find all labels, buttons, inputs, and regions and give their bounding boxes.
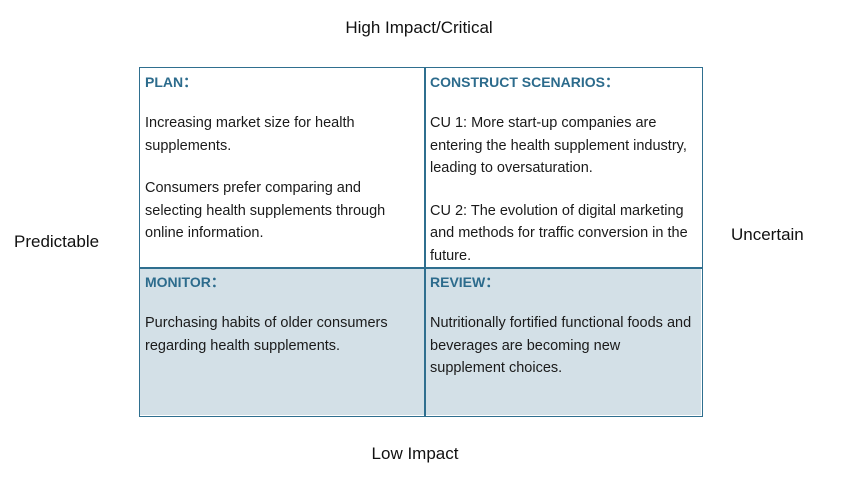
scenario-matrix: PLAN： Increasing market size for health … [139,67,703,417]
axis-label-uncertain: Uncertain [731,225,804,244]
axis-label-high-impact: High Impact/Critical [345,18,493,37]
quadrant-title-review: REVIEW： [430,274,500,290]
axis-label-predictable: Predictable [14,232,100,251]
plan-item: Increasing market size for health supple… [145,115,355,154]
review-item: Nutritionally fortified functional foods… [430,315,692,376]
quadrant-review: REVIEW： Nutritionally fortified function… [425,268,701,415]
quadrant-title-monitor: MONITOR： [145,274,225,290]
quadrant-plan: PLAN： Increasing market size for health … [140,68,425,268]
quadrant-construct-scenarios: CONSTRUCT SCENARIOS： CU 1: More start-up… [425,68,701,268]
axis-label-low-impact: Low Impact [371,444,459,463]
quadrant-title-construct-scenarios: CONSTRUCT SCENARIOS： [430,74,620,90]
construct-scenarios-item: CU 2: The evolution of digital marketing… [430,202,688,264]
construct-scenarios-item: CU 1: More start-up companies are enteri… [430,115,687,176]
quadrant-title-plan: PLAN： [145,74,198,90]
horizontal-divider [140,267,702,269]
monitor-item: Purchasing habits of older consumers reg… [145,315,388,354]
quadrant-monitor: MONITOR： Purchasing habits of older cons… [140,268,425,415]
vertical-divider [424,68,426,416]
plan-item: Consumers prefer comparing and selecting… [145,180,386,241]
